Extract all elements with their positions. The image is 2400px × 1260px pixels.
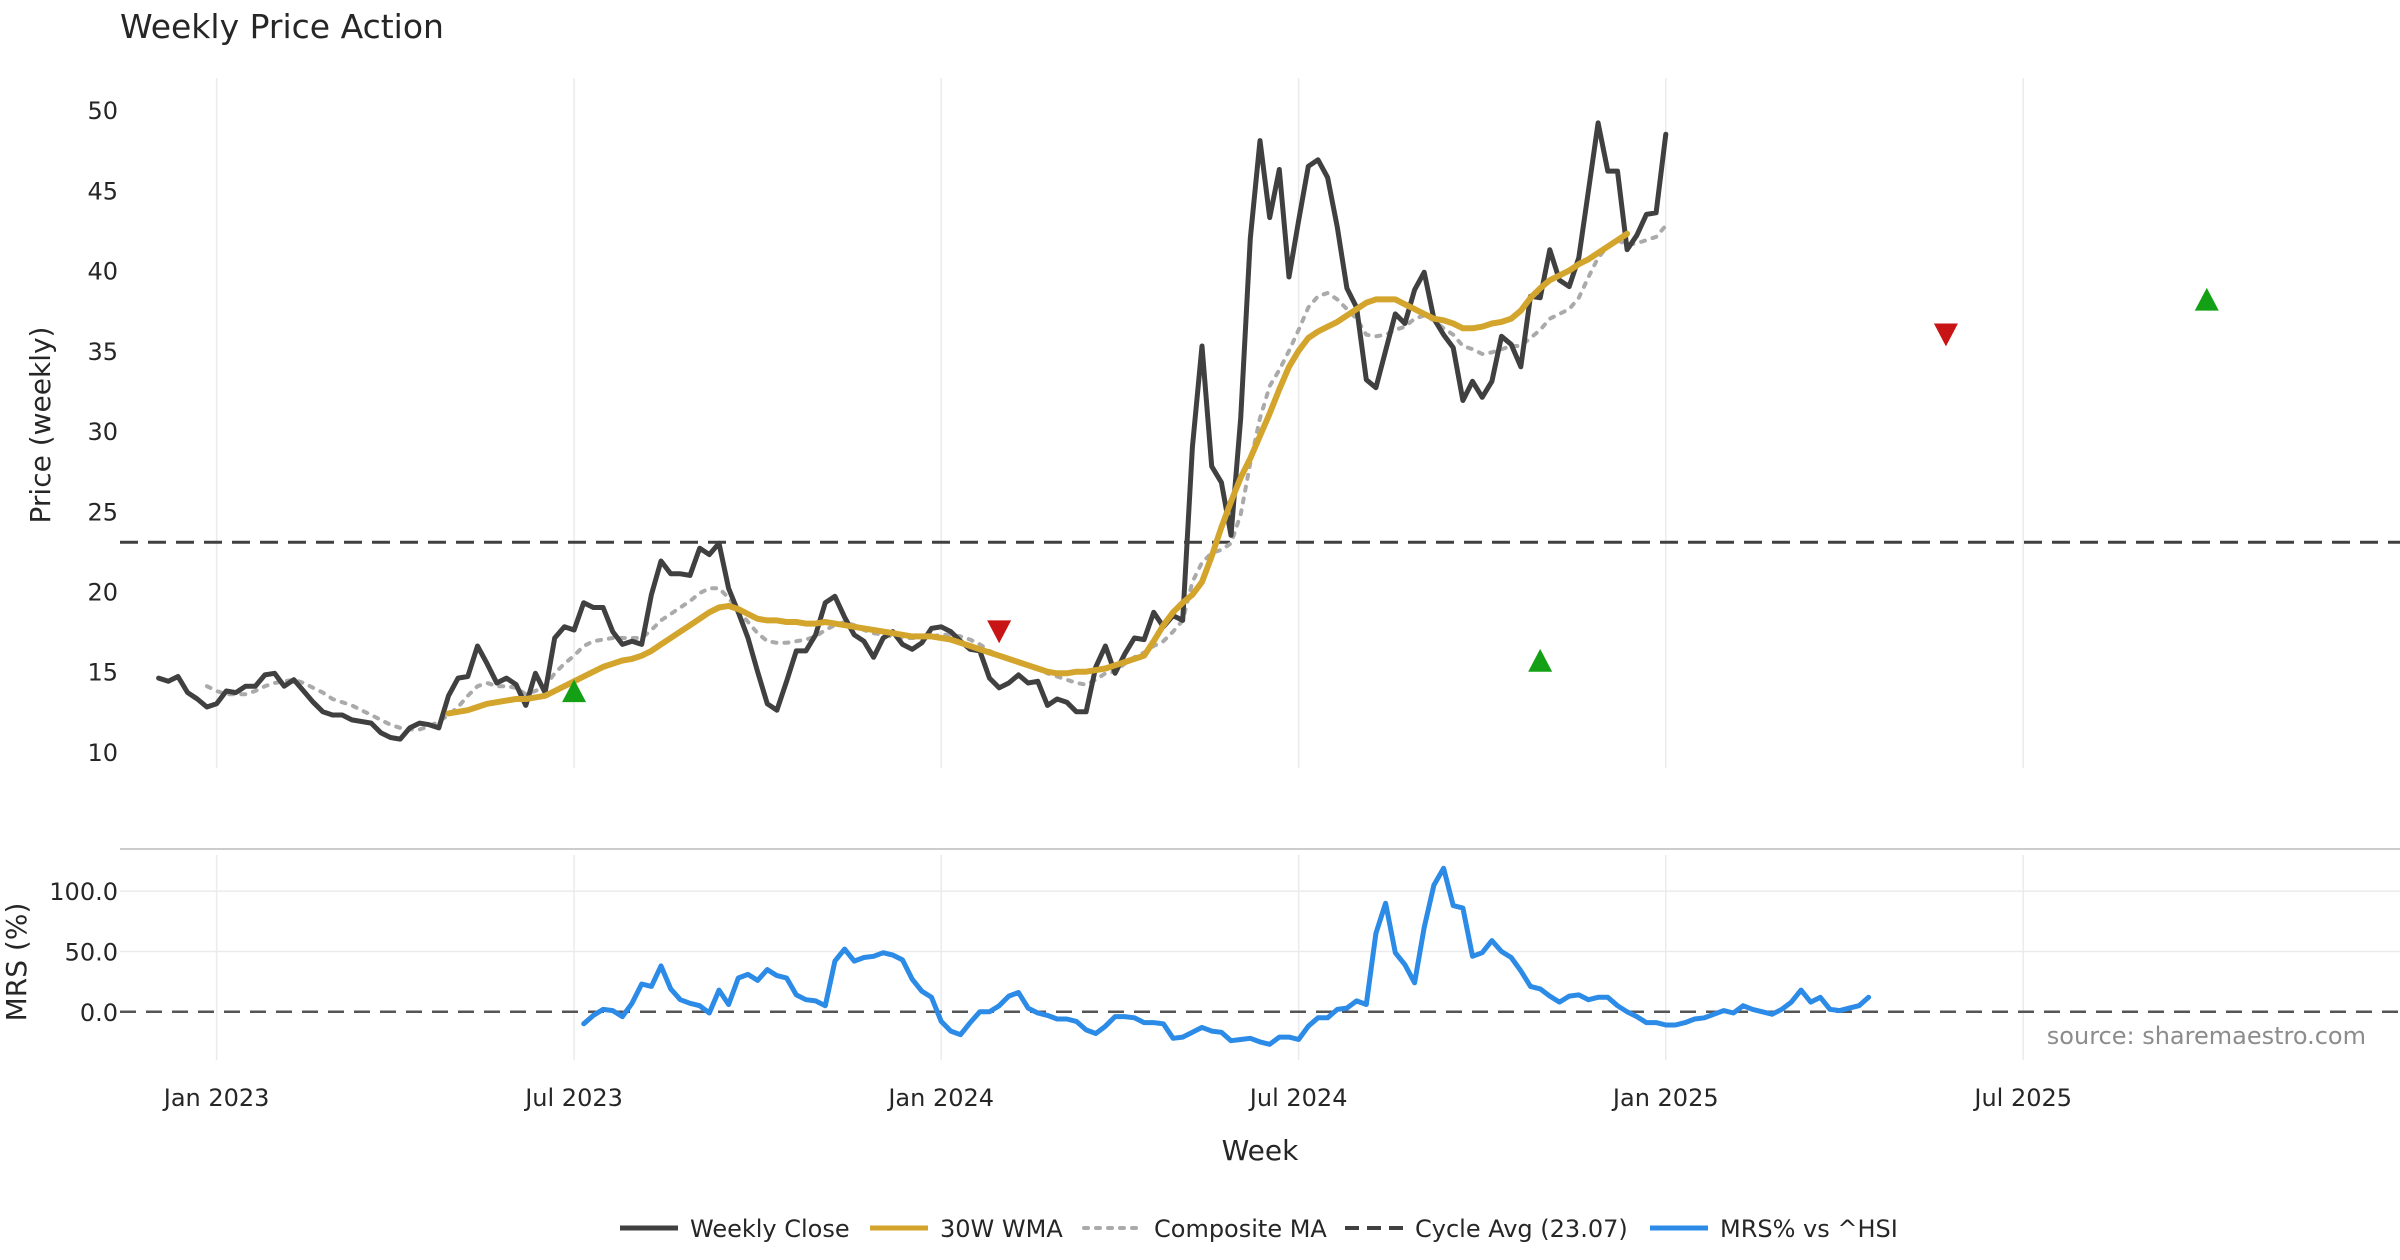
x-tick-label: Jan 2025 [1611, 1084, 1719, 1112]
sell-signal-marker [987, 620, 1012, 644]
price-y-tick-label: 15 [87, 659, 118, 687]
x-tick-label: Jul 2025 [1972, 1084, 2072, 1112]
legend-item-cycle-avg-23-07: Cycle Avg (23.07) [1345, 1215, 1628, 1243]
legend-label: Cycle Avg (23.07) [1415, 1215, 1628, 1243]
mrs-line [581, 865, 1872, 1047]
axes: Jan 2023 Jul 2023 Jan 2024 Jul 2024 Jan 2025… [49, 97, 2072, 1112]
legend-label: MRS% vs ^HSI [1720, 1215, 1898, 1243]
legend-item-30w-wma: 30W WMA [870, 1215, 1063, 1243]
price-axis-title: Price (weekly) [24, 327, 57, 524]
legend-item-composite-ma: Composite MA [1082, 1215, 1327, 1243]
legend-item-mrs-vs-hsi: MRS% vs ^HSI [1650, 1215, 1898, 1243]
legend: Weekly Close 30W WMA Composite MA Cycle Avg… [620, 1215, 1898, 1243]
mrs-y-tick-label: 50.0 [65, 938, 118, 966]
buy-signal-marker [562, 679, 587, 703]
chart-title: Weekly Price Action [120, 7, 444, 46]
mrs-y-tick-label: 0.0 [80, 999, 118, 1027]
reference-lines [120, 540, 2400, 1014]
legend-label: Composite MA [1154, 1215, 1327, 1243]
price-y-tick-label: 45 [87, 177, 118, 205]
weekly-close-line [156, 120, 1669, 742]
signal-markers [562, 287, 2219, 703]
price-y-tick-label: 50 [87, 97, 118, 125]
x-tick-label: Jul 2024 [1248, 1084, 1348, 1112]
x-tick-label: Jul 2023 [523, 1084, 623, 1112]
mrs-y-tick-label: 100.0 [49, 878, 118, 906]
price-y-tick-label: 35 [87, 338, 118, 366]
source-note: source: sharemaestro.com [2047, 1022, 2366, 1050]
price-y-tick-label: 10 [87, 739, 118, 767]
grid [120, 78, 2400, 1060]
x-tick-label: Jan 2023 [162, 1084, 270, 1112]
series [156, 120, 1872, 1047]
mrs-axis-title: MRS (%) [0, 903, 33, 1022]
x-axis-title: Week [1222, 1134, 1299, 1167]
price-y-tick-label: 30 [87, 418, 118, 446]
composite-ma-line [204, 223, 1668, 732]
legend-label: 30W WMA [940, 1215, 1063, 1243]
price-y-tick-label: 40 [87, 258, 118, 286]
x-tick-label: Jan 2024 [886, 1084, 994, 1112]
legend-item-weekly-close: Weekly Close [620, 1215, 850, 1243]
legend-label: Weekly Close [690, 1215, 850, 1243]
wma-30w-line [445, 230, 1631, 717]
buy-signal-marker [2194, 287, 2219, 311]
price-y-tick-label: 25 [87, 498, 118, 526]
price-y-tick-label: 20 [87, 578, 118, 606]
buy-signal-marker [1528, 648, 1553, 672]
sell-signal-marker [1933, 323, 1958, 347]
